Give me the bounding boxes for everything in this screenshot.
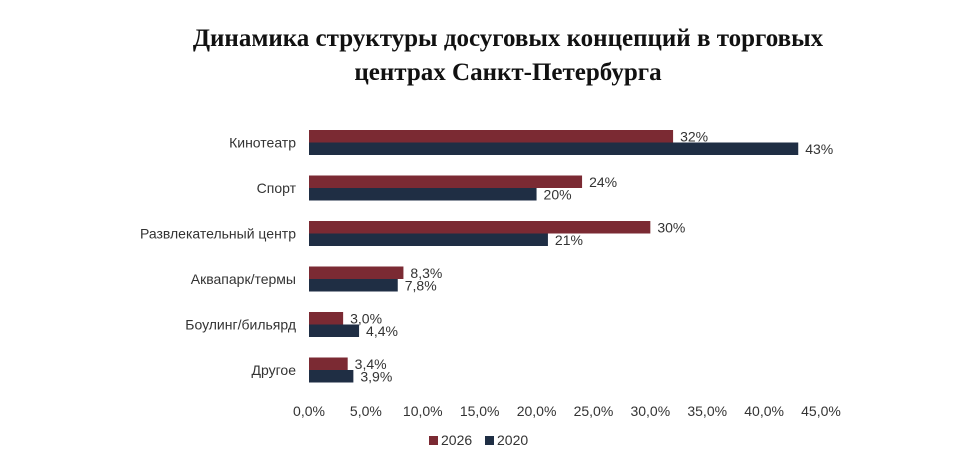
category-label: Спорт [257, 180, 297, 196]
bar-2020-0 [309, 142, 799, 155]
chart-title-line-2: центрах Санкт-Петербурга [354, 59, 662, 86]
x-tick-label: 40,0% [744, 403, 784, 419]
x-axis: 0,0% 5,0% 10,0% 15,0% 20,0% 25,0% 30,0% 35,0% 40… [293, 403, 841, 419]
legend: 2026 2020 [429, 432, 528, 448]
x-tick-label: 0,0% [293, 403, 325, 419]
bar-2026-0 [309, 130, 674, 143]
category-label: Развлекательный центр [140, 226, 296, 242]
bar-2026-1 [309, 175, 583, 188]
bar-2020-2 [309, 233, 548, 246]
data-label-2020: 21% [555, 232, 583, 248]
legend-label-2026: 2026 [441, 432, 472, 448]
data-label-2026: 8,3% [410, 265, 442, 281]
category-label: Другое [252, 362, 297, 378]
legend-swatch-2020 [485, 436, 494, 445]
bar-2020-5 [309, 370, 354, 383]
data-label-2020: 4,4% [366, 323, 398, 339]
x-tick-label: 30,0% [630, 403, 670, 419]
data-label-2026: 24% [589, 174, 617, 190]
data-label-2026: 3,4% [355, 356, 387, 372]
data-label-2020: 7,8% [405, 277, 437, 293]
bar-2026-4 [309, 312, 344, 325]
x-tick-label: 5,0% [350, 403, 382, 419]
bar-2026-2 [309, 221, 651, 234]
data-label-2020: 20% [544, 186, 572, 202]
category-label: Аквапарк/термы [191, 271, 296, 287]
category-label: Кинотеатр [229, 135, 296, 151]
data-label-2026: 3,0% [350, 310, 382, 326]
bar-2020-4 [309, 324, 360, 337]
x-tick-label: 10,0% [403, 403, 443, 419]
legend-label-2020: 2020 [497, 432, 528, 448]
data-label-2020: 3,9% [360, 368, 392, 384]
x-tick-label: 35,0% [687, 403, 727, 419]
legend-swatch-2026 [429, 436, 438, 445]
bar-2026-5 [309, 357, 348, 370]
chart-title: Динамика структуры досуговых концепций в… [0, 22, 960, 90]
x-tick-label: 20,0% [517, 403, 557, 419]
bar-2026-3 [309, 266, 404, 279]
bar-2020-3 [309, 279, 398, 292]
x-tick-label: 15,0% [460, 403, 500, 419]
x-tick-label: 25,0% [574, 403, 614, 419]
category-label: Боулинг/бильярд [185, 317, 296, 333]
bars-group [309, 130, 799, 383]
bar-2020-1 [309, 188, 537, 201]
chart-title-line-1: Динамика структуры досуговых концепций в… [192, 25, 824, 52]
x-tick-label: 45,0% [801, 403, 841, 419]
category-labels: Кинотеатр Спорт Развлекательный центр Аквап… [140, 135, 297, 379]
data-label-2026: 30% [657, 219, 685, 235]
value-labels: 32% 43% 24% 20% 30% 21% 8,3%7,8% 3,0%4,4% 3,4%3,… [350, 128, 833, 384]
data-label-2020: 43% [805, 141, 833, 157]
data-label-2026: 32% [680, 128, 708, 144]
